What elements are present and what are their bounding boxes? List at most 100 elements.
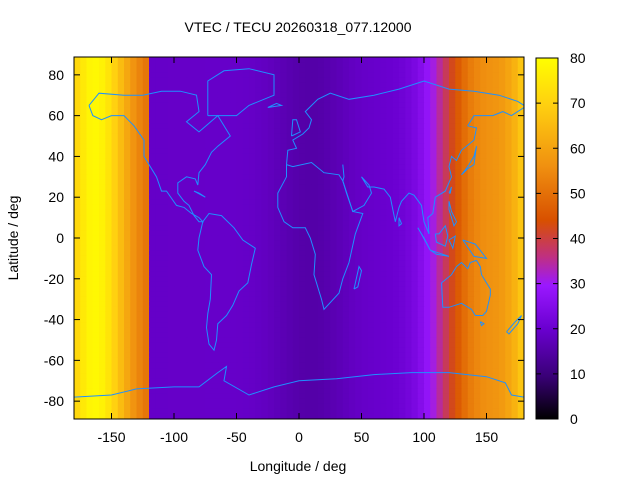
heatmap-cell xyxy=(199,342,206,349)
heatmap-cell xyxy=(236,240,244,247)
heatmap-cell xyxy=(336,306,344,313)
heatmap-cell xyxy=(355,204,363,211)
heatmap-cell xyxy=(317,77,325,84)
heatmap-cell xyxy=(167,342,175,349)
heatmap-cell xyxy=(449,306,456,313)
heatmap-cell xyxy=(299,179,306,186)
heatmap-cell xyxy=(86,286,94,293)
heatmap-cell xyxy=(361,368,369,374)
heatmap-cell xyxy=(436,362,444,369)
heatmap-cell xyxy=(417,148,425,155)
heatmap-cell xyxy=(236,271,244,277)
heatmap-cell xyxy=(330,143,338,150)
heatmap-cell xyxy=(267,260,275,267)
heatmap-cell xyxy=(80,286,88,293)
heatmap-cell xyxy=(430,266,438,272)
heatmap-cell xyxy=(442,123,450,129)
heatmap-cell xyxy=(442,215,450,221)
heatmap-cell xyxy=(405,97,413,104)
heatmap-cell xyxy=(317,240,325,247)
heatmap-cell xyxy=(136,352,144,359)
heatmap-cell xyxy=(86,276,94,282)
heatmap-cell xyxy=(267,337,275,344)
heatmap-cell xyxy=(305,357,313,364)
heatmap-cell xyxy=(142,153,150,160)
heatmap-cell xyxy=(467,209,475,216)
heatmap-cell xyxy=(249,388,256,395)
heatmap-cell xyxy=(399,174,406,180)
heatmap-cell xyxy=(142,148,150,155)
heatmap-cell xyxy=(267,230,275,237)
heatmap-cell xyxy=(86,153,94,160)
heatmap-cell xyxy=(449,82,456,89)
heatmap-cell xyxy=(124,403,131,410)
heatmap-cell xyxy=(217,143,225,150)
heatmap-cell xyxy=(224,179,231,186)
heatmap-cell xyxy=(205,128,213,135)
heatmap-cell xyxy=(199,266,206,272)
heatmap-cell xyxy=(342,317,350,323)
heatmap-cell xyxy=(86,357,94,364)
heatmap-cell xyxy=(211,327,219,333)
heatmap-cell xyxy=(349,373,356,379)
heatmap-cell xyxy=(105,153,113,160)
heatmap-cell xyxy=(274,92,281,99)
heatmap-cell xyxy=(367,342,375,349)
heatmap-cell xyxy=(311,148,319,155)
heatmap-cell xyxy=(280,225,288,231)
heatmap-cell xyxy=(461,235,469,242)
heatmap-cell xyxy=(467,250,475,257)
heatmap-cell xyxy=(305,245,313,252)
heatmap-cell xyxy=(136,225,144,231)
heatmap-cell xyxy=(142,204,150,211)
heatmap-cell xyxy=(305,225,313,231)
heatmap-cell xyxy=(492,67,500,73)
heatmap-cell xyxy=(405,276,413,282)
heatmap-cell xyxy=(355,291,363,298)
heatmap-cell xyxy=(336,87,344,94)
heatmap-cell xyxy=(261,87,269,94)
heatmap-cell xyxy=(442,352,450,359)
heatmap-cell xyxy=(242,118,250,124)
heatmap-cell xyxy=(330,57,338,63)
heatmap-cell xyxy=(517,240,524,247)
heatmap-cell xyxy=(455,194,463,201)
heatmap-cell xyxy=(505,255,513,262)
heatmap-cell xyxy=(211,378,219,384)
heatmap-cell xyxy=(74,138,81,145)
heatmap-cell xyxy=(86,57,94,63)
heatmap-cell xyxy=(124,260,131,267)
heatmap-cell xyxy=(336,342,344,349)
heatmap-cell xyxy=(355,72,363,78)
heatmap-cell xyxy=(511,291,519,298)
heatmap-cell xyxy=(374,82,381,89)
heatmap-cell xyxy=(74,92,81,99)
heatmap-cell xyxy=(255,281,263,288)
heatmap-cell xyxy=(349,296,356,303)
heatmap-cell xyxy=(342,296,350,303)
heatmap-cell xyxy=(80,368,88,374)
heatmap-cell xyxy=(236,62,244,68)
heatmap-cell xyxy=(380,179,388,186)
heatmap-cell xyxy=(411,373,419,379)
heatmap-cell xyxy=(349,220,356,226)
heatmap-cell xyxy=(355,383,363,390)
heatmap-cell xyxy=(355,118,363,124)
heatmap-cell xyxy=(86,383,94,390)
heatmap-cell xyxy=(430,378,438,384)
heatmap-cell xyxy=(317,118,325,124)
heatmap-cell xyxy=(374,225,381,231)
heatmap-cell xyxy=(261,271,269,277)
heatmap-cell xyxy=(299,67,306,73)
heatmap-cell xyxy=(142,235,150,242)
heatmap-cell xyxy=(155,72,163,78)
heatmap-cell xyxy=(192,235,200,242)
heatmap-cell xyxy=(405,118,413,124)
heatmap-cell xyxy=(430,403,438,410)
heatmap-cell xyxy=(105,235,113,242)
heatmap-cell xyxy=(267,164,275,170)
heatmap-cell xyxy=(442,357,450,364)
heatmap-cell xyxy=(105,204,113,211)
heatmap-cell xyxy=(480,209,488,216)
heatmap-cell xyxy=(361,266,369,272)
